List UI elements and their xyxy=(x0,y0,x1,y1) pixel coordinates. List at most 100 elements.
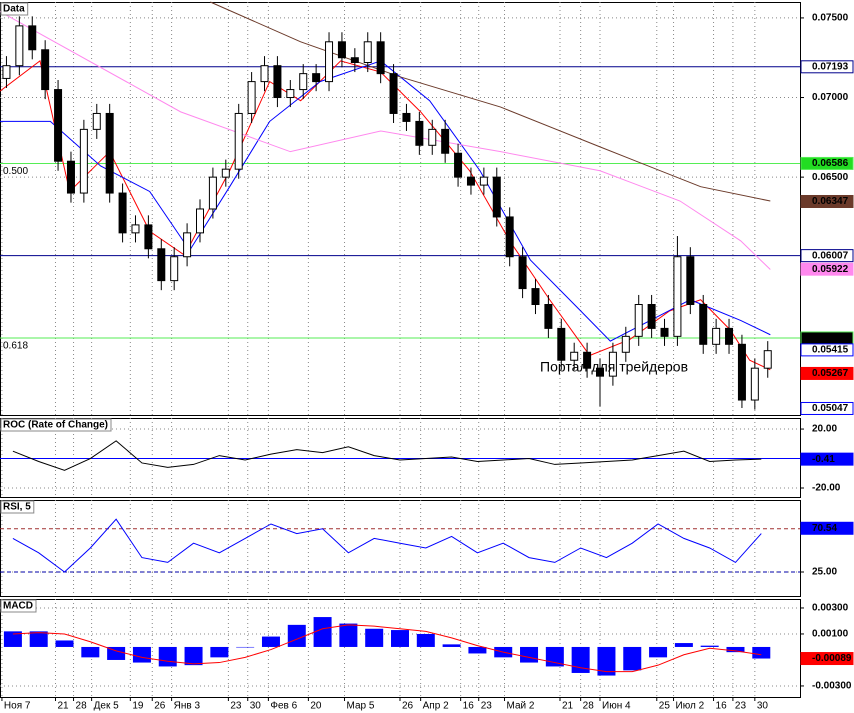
price-label-box xyxy=(800,156,854,170)
histogram-bar xyxy=(184,646,203,666)
candle-body xyxy=(157,248,166,282)
candle-body xyxy=(260,65,269,83)
candle-body xyxy=(608,351,617,377)
candle-body xyxy=(531,288,540,306)
candle-body xyxy=(54,89,63,162)
histogram-bar xyxy=(623,646,642,671)
histogram-bar xyxy=(210,646,229,658)
candle-body xyxy=(196,208,204,234)
histogram-bar xyxy=(55,640,74,647)
price-label: 0.06347 xyxy=(812,196,849,207)
x-tick-label: 23 xyxy=(735,701,747,712)
histogram-bar xyxy=(236,646,255,648)
price-label-box xyxy=(800,343,854,357)
y-tick-label: 25.00 xyxy=(812,567,837,578)
x-tick-label: Мар 5 xyxy=(347,701,375,712)
candle-body xyxy=(41,49,50,91)
candle-body xyxy=(479,176,488,186)
histogram-bar xyxy=(132,646,151,663)
x-tick-label: 20 xyxy=(310,701,322,712)
candle-body xyxy=(312,73,321,83)
x-tick-label: Апр 2 xyxy=(423,701,449,712)
price-label: 0.05267 xyxy=(812,368,849,379)
histogram-bar xyxy=(674,643,693,647)
x-tick-label: 23 xyxy=(481,701,493,712)
moving-average xyxy=(0,60,771,371)
histogram-bar xyxy=(3,631,22,647)
x-tick-label: Июл 2 xyxy=(676,701,705,712)
histogram-bar xyxy=(416,633,435,647)
y-tick-label: 0.06500 xyxy=(812,172,849,183)
histogram-bar xyxy=(442,644,461,647)
candle-body xyxy=(763,350,772,369)
candle-body xyxy=(208,176,217,210)
signal-line xyxy=(12,624,762,673)
y-tick-label: 0.00300 xyxy=(812,603,849,614)
histogram-bar xyxy=(261,636,280,647)
candle-body xyxy=(712,327,721,345)
histogram-bar xyxy=(81,646,100,658)
candle-body xyxy=(273,65,282,99)
price-label-box xyxy=(800,401,854,415)
candle-body xyxy=(66,160,75,194)
candle-body xyxy=(389,73,398,114)
candle-body xyxy=(118,192,127,234)
level-text: 0.618 xyxy=(3,341,28,352)
candle-body xyxy=(15,25,24,67)
x-tick-label: Фев 6 xyxy=(270,701,297,712)
candle-body xyxy=(286,89,295,99)
y-tick-label: 20.00 xyxy=(812,424,837,435)
panel-title: Data xyxy=(3,4,25,15)
candle-body xyxy=(583,351,592,369)
panel-title-box xyxy=(0,500,35,514)
candle-body xyxy=(92,112,101,130)
panel-title-box xyxy=(0,2,29,16)
candle-body xyxy=(699,304,708,345)
candle-body xyxy=(634,304,643,337)
y-tick-label: -0.00300 xyxy=(812,681,852,692)
panel-title: MACD xyxy=(3,601,33,612)
histogram-bar xyxy=(649,646,668,658)
histogram-bar xyxy=(726,646,745,653)
x-tick-label: Янв 3 xyxy=(174,701,201,712)
price-label-box xyxy=(800,194,854,208)
histogram-bar xyxy=(597,646,616,676)
histogram-bar xyxy=(287,624,306,647)
candle-body xyxy=(325,41,334,83)
candle-body xyxy=(441,128,450,154)
histogram-bar xyxy=(700,645,719,647)
histogram-bar xyxy=(391,630,409,647)
price-label: -0.41 xyxy=(812,454,835,465)
x-tick-label: Дек 5 xyxy=(94,701,119,712)
moving-average xyxy=(210,1,771,202)
candle-body xyxy=(350,57,359,64)
candle-body xyxy=(686,256,695,306)
candle-body xyxy=(402,112,411,122)
candle-body xyxy=(234,112,243,170)
x-tick-label: 21 xyxy=(57,701,69,712)
x-tick-label: 25 xyxy=(659,701,671,712)
candle-body xyxy=(596,367,604,377)
histogram-bar xyxy=(158,646,177,667)
candle-body xyxy=(750,367,759,401)
x-tick-label: Май 2 xyxy=(507,701,535,712)
y-tick-label: -20.00 xyxy=(812,483,841,494)
x-tick-label: Ноя 7 xyxy=(4,701,31,712)
price-label: 0.05922 xyxy=(812,264,849,275)
x-tick-label: 28 xyxy=(583,701,595,712)
histogram-bar xyxy=(365,628,384,647)
candle-body xyxy=(2,65,11,79)
x-tick-label: 30 xyxy=(250,701,262,712)
candle-body xyxy=(570,351,579,361)
candle-body xyxy=(673,256,682,337)
candle-body xyxy=(647,304,656,329)
level-text: 0.500 xyxy=(3,166,28,177)
x-tick-label: 28 xyxy=(76,701,88,712)
candle-body xyxy=(247,81,256,114)
watermark: Портал для трейдеров xyxy=(540,359,688,375)
candle-body xyxy=(415,120,424,146)
candle-body xyxy=(557,327,566,361)
candle-body xyxy=(79,128,88,194)
panel-title-box xyxy=(0,418,112,432)
